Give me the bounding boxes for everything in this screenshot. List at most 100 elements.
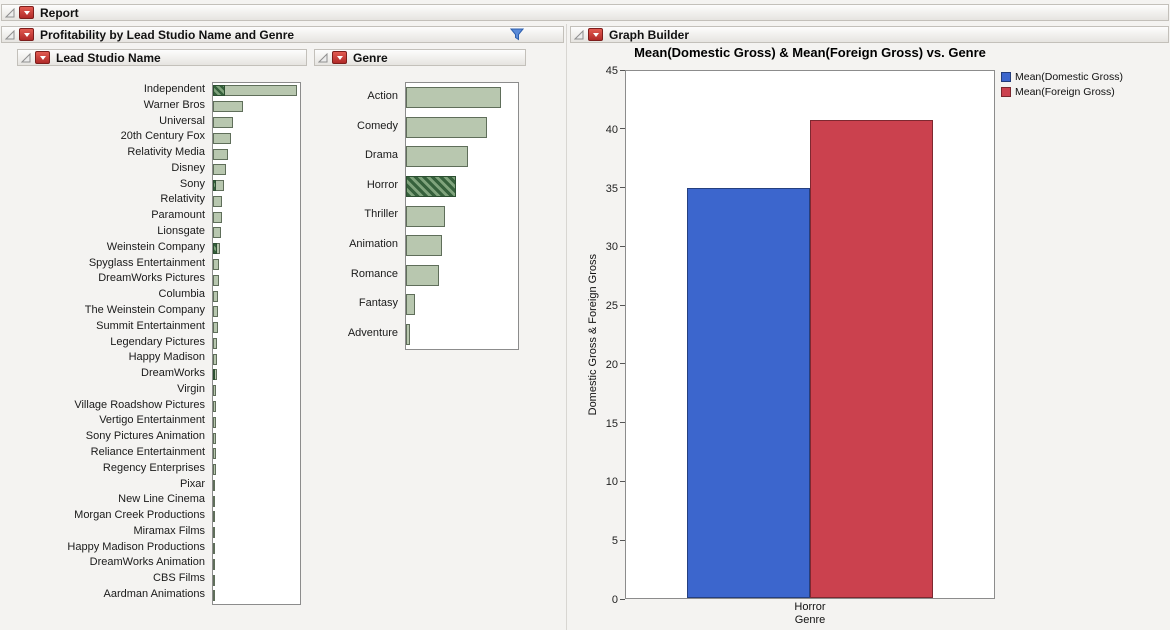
studio-bar[interactable]	[213, 527, 215, 539]
genre-title: Genre	[353, 50, 388, 65]
x-axis-label: Genre	[794, 614, 826, 626]
studio-axis-label: Summit Entertainment	[96, 319, 205, 332]
genre-bar[interactable]	[406, 264, 440, 286]
y-tick-label: 5	[611, 535, 618, 548]
studio-bar[interactable]	[213, 306, 218, 318]
studio-bar[interactable]	[213, 369, 217, 381]
studio-bar[interactable]	[213, 258, 219, 270]
studio-bar[interactable]	[213, 211, 222, 223]
studio-bar[interactable]	[213, 574, 215, 586]
red-triangle-menu-button[interactable]	[332, 51, 347, 64]
studio-bar[interactable]	[213, 353, 217, 365]
studio-bar[interactable]	[213, 322, 218, 334]
studio-axis-label: Lionsgate	[157, 225, 205, 238]
studio-bar-selected[interactable]	[213, 243, 217, 255]
studio-bar[interactable]	[213, 543, 215, 555]
studio-labels: Independent Warner Bros Universal 20th Cent…	[0, 82, 209, 603]
genre-axis-label: Horror	[366, 178, 398, 191]
red-triangle-menu-button[interactable]	[19, 28, 34, 41]
studio-axis-label: Morgan Creek Productions	[74, 509, 205, 522]
legend-item[interactable]: Mean(Foreign Gross)	[1001, 86, 1123, 98]
disclosure-triangle-icon[interactable]	[574, 29, 584, 40]
y-tick-mark	[620, 187, 625, 189]
genre-bar[interactable]	[406, 294, 415, 316]
red-triangle-menu-button[interactable]	[19, 6, 34, 19]
graph-bar-foreign-gross[interactable]	[810, 120, 933, 598]
genre-bar[interactable]	[406, 146, 469, 168]
studio-axis-label: Legendary Pictures	[110, 335, 205, 348]
studio-row	[213, 430, 300, 446]
studio-bar-selected[interactable]	[213, 369, 215, 381]
panel-divider	[566, 24, 567, 630]
genre-bar[interactable]	[406, 116, 487, 138]
genre-row	[406, 320, 518, 350]
studio-bar[interactable]	[213, 290, 218, 302]
studio-bar[interactable]	[213, 464, 216, 476]
legend: Mean(Domestic Gross) Mean(Foreign Gross)	[1001, 71, 1123, 98]
studio-bar[interactable]	[213, 148, 229, 160]
y-tick-mark	[620, 598, 625, 600]
menu-triangle-icon	[39, 55, 46, 60]
studio-row	[213, 320, 300, 336]
profitability-title: Profitability by Lead Studio Name and Ge…	[40, 27, 295, 42]
studio-bar[interactable]	[213, 101, 243, 113]
studio-bar[interactable]	[213, 132, 232, 144]
legend-item[interactable]: Mean(Domestic Gross)	[1001, 71, 1123, 83]
y-tick-mark	[620, 69, 625, 71]
studio-bar[interactable]	[213, 337, 217, 349]
studio-row	[213, 178, 300, 194]
red-triangle-menu-button[interactable]	[35, 51, 50, 64]
studio-axis-label: Aardman Animations	[103, 588, 206, 600]
studio-bar[interactable]	[213, 164, 226, 176]
studio-bar-selected[interactable]	[213, 180, 216, 192]
disclosure-triangle-icon[interactable]	[21, 52, 31, 63]
studio-row	[213, 336, 300, 352]
studio-bar[interactable]	[213, 243, 220, 255]
y-tick-mark	[620, 363, 625, 365]
studio-bar[interactable]	[213, 448, 216, 460]
disclosure-triangle-icon[interactable]	[5, 29, 15, 40]
studio-bar[interactable]	[213, 416, 216, 428]
disclosure-triangle-icon[interactable]	[5, 7, 15, 18]
studio-bar[interactable]	[213, 227, 221, 239]
studio-bar[interactable]	[213, 511, 215, 523]
studio-bar[interactable]	[213, 116, 234, 128]
studio-axis-label: CBS Films	[153, 572, 205, 585]
red-triangle-menu-button[interactable]	[588, 28, 603, 41]
studio-bar[interactable]	[213, 432, 216, 444]
genre-bar[interactable]	[406, 176, 456, 198]
genre-row	[406, 201, 518, 231]
studio-bar-selected[interactable]	[213, 85, 226, 97]
genre-bar[interactable]	[406, 87, 502, 109]
genre-bar[interactable]	[406, 235, 443, 257]
lead-studio-title: Lead Studio Name	[56, 50, 161, 65]
x-axis-tick-label: Horror	[794, 601, 826, 613]
menu-triangle-icon	[336, 55, 343, 60]
genre-bar[interactable]	[406, 324, 410, 346]
studio-bar[interactable]	[213, 479, 215, 491]
studio-bar[interactable]	[213, 495, 215, 507]
studio-bar[interactable]	[213, 274, 219, 286]
studio-bar[interactable]	[213, 85, 298, 97]
studio-bar[interactable]	[213, 385, 216, 397]
studio-row	[213, 162, 300, 178]
studio-row	[213, 209, 300, 225]
studio-bar[interactable]	[213, 180, 224, 192]
disclosure-triangle-icon[interactable]	[318, 52, 328, 63]
studio-row	[213, 509, 300, 525]
studio-bar[interactable]	[213, 401, 216, 413]
data-filter-icon[interactable]	[510, 28, 524, 41]
graph-builder-title: Graph Builder	[609, 27, 690, 42]
studio-bar[interactable]	[213, 558, 215, 570]
genre-bar[interactable]	[406, 205, 445, 227]
genre-row	[406, 113, 518, 143]
studio-bar[interactable]	[213, 195, 222, 207]
studio-histogram	[212, 82, 301, 605]
report-header: Report	[1, 4, 1169, 21]
y-tick-label: 45	[605, 65, 618, 77]
studio-bar[interactable]	[213, 590, 215, 602]
legend-label: Mean(Foreign Gross)	[1015, 86, 1115, 98]
graph-bar-domestic-gross[interactable]	[687, 188, 810, 598]
studio-axis-label: Pixar	[179, 477, 205, 490]
